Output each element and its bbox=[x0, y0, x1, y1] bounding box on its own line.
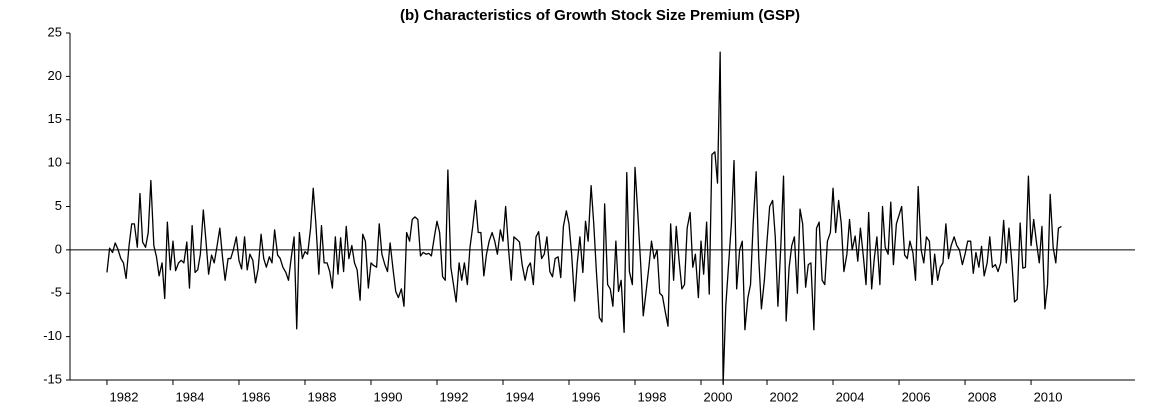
y-tick-label: 10 bbox=[48, 155, 62, 170]
chart-title: (b) Characteristics of Growth Stock Size… bbox=[400, 7, 800, 24]
x-tick-label: 1982 bbox=[110, 389, 139, 404]
y-tick-label: 20 bbox=[48, 68, 62, 83]
y-tick-label: 0 bbox=[55, 241, 62, 256]
x-tick-label: 2000 bbox=[704, 389, 733, 404]
x-tick-label: 1996 bbox=[572, 389, 601, 404]
x-tick-label: 1998 bbox=[638, 389, 667, 404]
x-tick-label: 1984 bbox=[176, 389, 205, 404]
y-tick-label: 5 bbox=[55, 198, 62, 213]
y-tick-label: 25 bbox=[48, 24, 62, 39]
x-tick-label: 2002 bbox=[770, 389, 799, 404]
y-tick-label: -15 bbox=[43, 371, 62, 386]
y-tick-label: -5 bbox=[50, 285, 62, 300]
x-tick-label: 2010 bbox=[1034, 389, 1063, 404]
x-tick-label: 1994 bbox=[506, 389, 535, 404]
x-tick-label: 1986 bbox=[242, 389, 271, 404]
x-tick-label: 2008 bbox=[968, 389, 997, 404]
x-tick-label: 1988 bbox=[308, 389, 337, 404]
y-tick-label: 15 bbox=[48, 111, 62, 126]
x-tick-label: 1990 bbox=[374, 389, 403, 404]
x-tick-label: 1992 bbox=[440, 389, 469, 404]
y-tick-label: -10 bbox=[43, 328, 62, 343]
series-line bbox=[106, 51, 1062, 385]
x-tick-label: 2006 bbox=[902, 389, 931, 404]
x-tick-label: 2004 bbox=[836, 389, 865, 404]
